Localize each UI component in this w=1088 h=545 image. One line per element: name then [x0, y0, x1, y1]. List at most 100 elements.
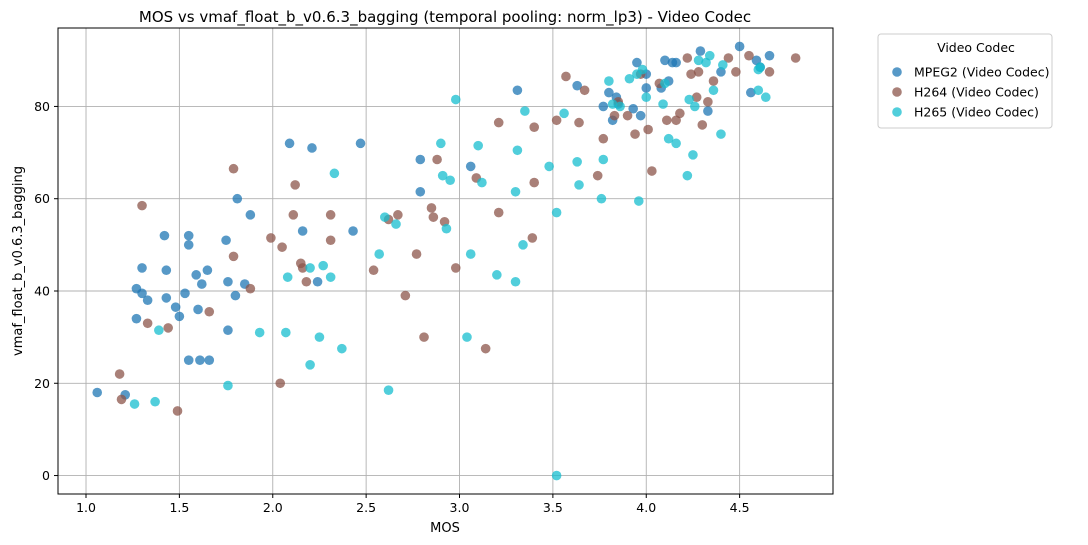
data-point: [518, 240, 528, 250]
data-point: [708, 76, 719, 86]
plot-area-frame: [57, 27, 834, 495]
data-point: [223, 276, 233, 287]
data-point: [428, 212, 439, 222]
legend-label: H265 (Video Codec): [914, 105, 1039, 120]
data-point: [746, 87, 756, 98]
data-point: [551, 115, 562, 126]
y-tick-label: 20: [34, 376, 50, 391]
data-point: [480, 343, 491, 354]
data-point: [551, 470, 562, 481]
data-point: [232, 193, 243, 204]
data-point: [734, 41, 745, 52]
data-point: [426, 203, 437, 213]
data-point: [643, 124, 653, 135]
data-point: [254, 327, 265, 338]
data-point: [764, 50, 775, 61]
data-point: [660, 55, 670, 66]
data-point: [723, 53, 734, 63]
data-point: [755, 62, 765, 73]
data-point: [142, 295, 153, 306]
data-point: [493, 207, 504, 218]
x-tick-label: 4.0: [636, 500, 656, 515]
data-point: [191, 270, 201, 280]
data-point: [266, 233, 276, 243]
data-point: [716, 129, 726, 139]
data-point: [691, 92, 702, 103]
data-point: [150, 396, 160, 407]
data-point: [432, 154, 442, 165]
legend-label: MPEG2 (Video Codec): [914, 65, 1049, 80]
data-point: [415, 154, 426, 165]
data-point: [572, 157, 582, 167]
data-point: [604, 87, 614, 98]
data-point: [159, 230, 170, 241]
data-point: [137, 200, 147, 211]
data-point: [477, 177, 487, 188]
data-point: [301, 276, 312, 287]
y-tick-label: 80: [34, 99, 50, 114]
data-point: [641, 92, 652, 103]
data-point: [400, 290, 411, 301]
data-point: [592, 170, 603, 181]
legend-title: Video Codec: [937, 40, 1015, 55]
data-point: [228, 163, 239, 174]
data-point: [129, 399, 140, 409]
data-point: [544, 161, 554, 172]
x-axis-ticks: 1.0 1.5 2.0 2.5 3.0 3.5 4.0 4.5: [76, 494, 750, 515]
data-point: [337, 343, 347, 354]
data-point: [297, 263, 308, 273]
data-point: [180, 288, 190, 299]
data-point: [703, 97, 713, 107]
data-point: [622, 110, 633, 121]
data-point: [684, 94, 695, 105]
data-point: [693, 55, 704, 66]
data-point: [675, 108, 685, 119]
data-point: [137, 263, 147, 273]
data-point: [441, 223, 452, 234]
data-point: [202, 265, 213, 276]
data-point: [223, 380, 233, 391]
data-point: [512, 145, 523, 156]
data-point: [307, 143, 317, 153]
data-point: [230, 290, 241, 301]
data-point: [632, 57, 642, 68]
data-point: [641, 83, 652, 93]
data-point: [131, 313, 142, 324]
data-point: [221, 235, 231, 246]
data-point: [510, 276, 521, 287]
data-point: [163, 323, 173, 333]
data-point: [671, 57, 681, 68]
data-point: [512, 85, 523, 96]
data-point: [663, 133, 674, 144]
data-point: [204, 306, 215, 317]
data-point: [391, 219, 401, 229]
data-point: [183, 240, 194, 250]
y-axis-ticks: 0 20 40 60 80: [34, 99, 58, 483]
data-point: [551, 207, 562, 218]
data-point: [598, 133, 609, 144]
data-point: [598, 101, 609, 112]
data-point: [204, 355, 215, 365]
data-point: [374, 249, 385, 259]
data-point: [318, 260, 328, 271]
legend-marker: [892, 107, 902, 117]
data-point: [437, 170, 448, 181]
y-tick-label: 0: [42, 468, 50, 483]
data-point: [559, 108, 569, 119]
data-point: [753, 85, 764, 96]
y-tick-label: 60: [34, 191, 50, 206]
data-point: [305, 360, 315, 370]
data-point: [245, 283, 256, 294]
data-point: [510, 186, 521, 197]
data-point: [183, 355, 194, 365]
data-point: [116, 394, 127, 405]
data-point: [760, 92, 771, 103]
data-point: [465, 249, 476, 259]
legend: Video Codec MPEG2 (Video Codec) H264 (Vid…: [877, 33, 1053, 129]
data-point: [574, 180, 584, 190]
data-point: [450, 263, 461, 273]
data-point: [703, 106, 713, 116]
x-tick-label: 2.0: [263, 500, 283, 515]
x-tick-label: 1.0: [76, 500, 96, 515]
data-point: [790, 53, 801, 63]
